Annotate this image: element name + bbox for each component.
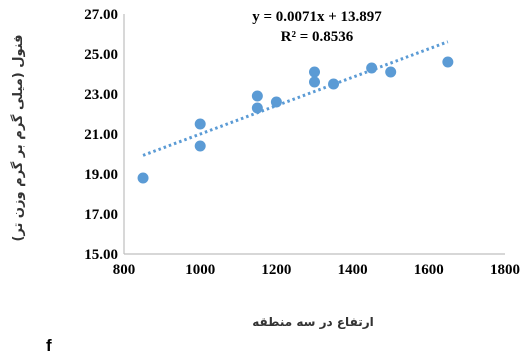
y-tick-label: 15.00 bbox=[84, 247, 118, 263]
y-tick-labels: 15.00 17.00 19.00 21.00 23.00 25.00 27.00 bbox=[84, 7, 118, 263]
data-point bbox=[270, 96, 282, 108]
data-point bbox=[194, 140, 206, 152]
data-point bbox=[442, 56, 454, 68]
panel-label: f bbox=[46, 336, 52, 355]
data-point bbox=[251, 90, 263, 102]
data-point bbox=[194, 118, 206, 130]
y-tick-label: 25.00 bbox=[84, 47, 118, 63]
y-axis-title: فنول (میلی گرم بر گرم وزن تر) bbox=[10, 34, 26, 241]
y-tick-label: 23.00 bbox=[84, 87, 118, 103]
data-point bbox=[251, 102, 263, 114]
data-point bbox=[137, 172, 149, 184]
data-point bbox=[309, 66, 320, 78]
axes bbox=[123, 14, 505, 255]
r-squared-label: R² = 0.8536 bbox=[281, 29, 354, 45]
data-point bbox=[385, 66, 397, 78]
y-tick-label: 19.00 bbox=[84, 167, 118, 183]
y-tick-label: 27.00 bbox=[84, 7, 118, 23]
x-tick-label: 1000 bbox=[185, 262, 215, 278]
trend-line bbox=[142, 40, 449, 157]
x-tick-label: 1200 bbox=[261, 262, 291, 278]
x-tick-labels: 800 1000 1200 1400 1600 1800 bbox=[113, 262, 520, 278]
x-axis-title: ارتفاع در سه منطقه bbox=[252, 315, 373, 329]
data-point bbox=[366, 62, 378, 74]
x-tick-label: 1600 bbox=[414, 262, 444, 278]
x-tick-label: 800 bbox=[113, 262, 136, 278]
trend-equation: y = 0.0071x + 13.897 bbox=[252, 9, 382, 25]
y-tick-label: 17.00 bbox=[84, 207, 118, 223]
y-tick-label: 21.00 bbox=[84, 127, 118, 143]
x-tick-label: 1400 bbox=[338, 262, 368, 278]
data-points bbox=[137, 56, 454, 184]
x-tick-label: 1800 bbox=[490, 262, 520, 278]
data-point bbox=[328, 78, 340, 90]
data-point bbox=[309, 76, 320, 88]
